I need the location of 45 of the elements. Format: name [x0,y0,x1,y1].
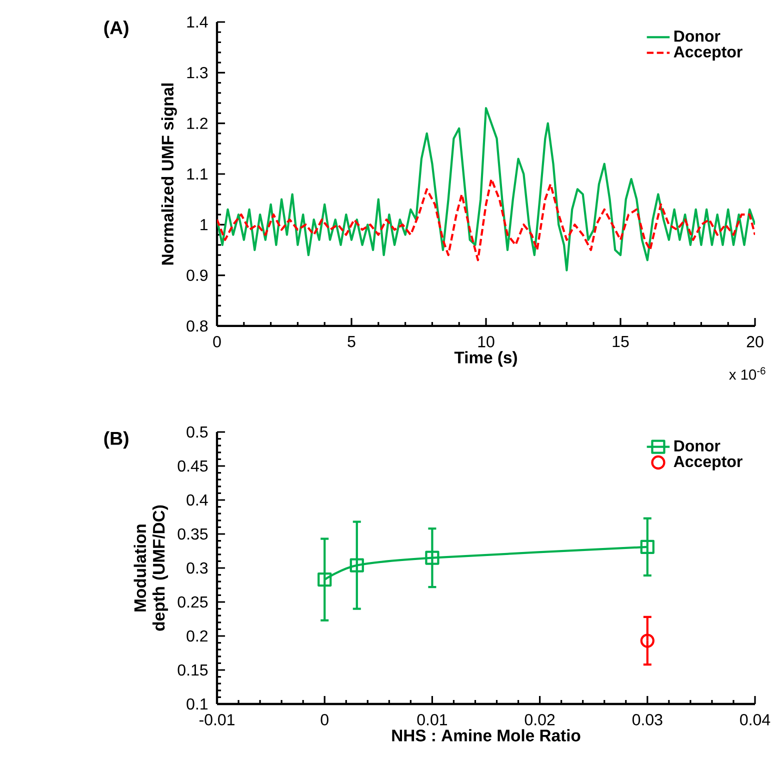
y-tick-label: 0.35 [178,528,208,540]
line-series [217,107,756,272]
y-tick-label: 0.9 [186,270,208,281]
x-tick-label: 5 [348,336,356,348]
chart-title: (A) [104,20,128,38]
point [640,634,654,648]
y-tick-label: 0.3 [186,562,208,574]
legend-label: Donor [674,30,720,42]
y-axis-title: Normalized UMF signal [161,84,177,265]
point [425,550,440,565]
y-tick-label: 0.1 [186,698,208,710]
y-tick-label: 1.3 [187,67,208,78]
legend-label: Acceptor [674,46,742,61]
x-tick-label: -0.01 [199,714,234,726]
x-tick-label: 0.03 [632,714,662,726]
point [350,558,364,572]
x-tick-label: 0.02 [524,714,555,726]
y-tick-label: 1.2 [187,118,208,129]
chart-title: (B) [104,431,128,449]
x-tick-label: 0 [320,714,328,726]
legend-label: Donor [674,440,720,452]
x-tick-label: 20 [746,336,764,348]
y-tick-label: 0.8 [186,320,208,332]
y-axis-title: Modulation depth (UMF/DC) [134,505,168,631]
y-tick-label: 0.5 [186,426,208,438]
y-tick-label: 1 [200,219,208,230]
y-tick-label: 0.4 [186,494,208,506]
x-axis-title: Time (s) [454,351,517,367]
point [640,540,654,554]
y-tick-label: 0.45 [178,460,208,472]
legend-label: Acceptor [674,456,742,470]
text: x 10$^{-6}$ [729,367,766,380]
y-tick-label: 0.2 [186,630,208,642]
x-tick-label: 0 [213,336,221,348]
x-tick-label: 15 [612,336,629,348]
y-tick-label: 0.25 [178,596,208,608]
y-tick-label: 1.1 [187,168,208,180]
line-series [217,178,756,262]
y-tick-label: 1.4 [187,16,208,28]
x-tick-label: 10 [478,336,494,348]
point [318,572,332,587]
x-tick-label: 0.04 [740,714,770,726]
x-tick-label: 0.01 [417,714,447,726]
y-tick-label: 0.15 [178,664,208,676]
x-axis-title: NHS : Amine Mole Ratio [392,729,580,742]
